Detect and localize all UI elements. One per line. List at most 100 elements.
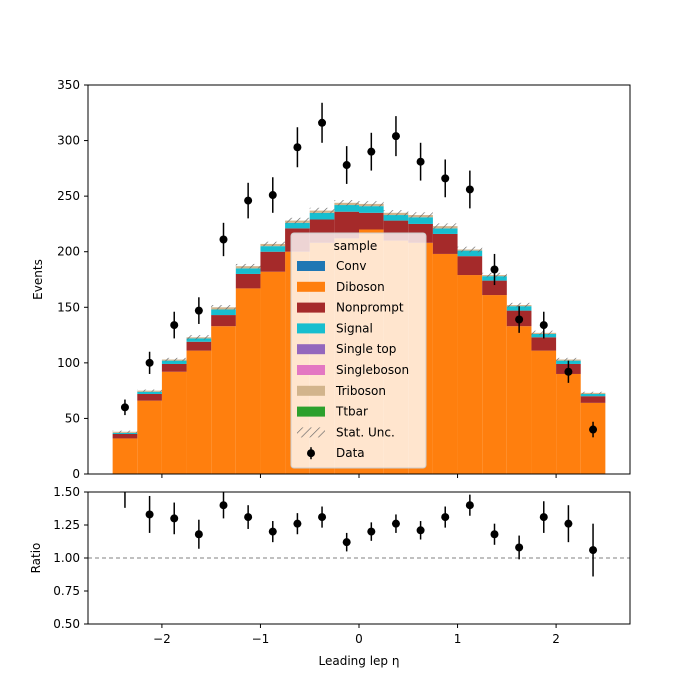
bar-nonprompt: [211, 315, 236, 327]
legend-label: Conv: [336, 259, 366, 273]
ratio-point: [589, 546, 598, 555]
bar-diboson: [137, 400, 162, 474]
data-point: [564, 367, 573, 376]
y-tick-label: 300: [57, 134, 80, 148]
stat-unc-band: [556, 357, 581, 362]
stat-unc-band: [112, 430, 138, 433]
data-point: [170, 321, 179, 330]
bar-signal: [161, 360, 187, 364]
legend-swatch: [297, 323, 325, 334]
bar-diboson: [211, 326, 236, 474]
ratio-point: [416, 526, 425, 535]
data-point: [391, 132, 400, 141]
legend-title: sample: [334, 239, 378, 253]
y-tick-label: 150: [57, 300, 80, 314]
x-tick-label: 1: [454, 632, 462, 646]
ratio-point: [465, 501, 474, 510]
x-tick-label: −2: [153, 632, 171, 646]
bar-nonprompt: [359, 212, 384, 230]
bar-signal: [309, 212, 335, 220]
data-point: [293, 143, 302, 152]
stat-unc-band: [383, 210, 409, 216]
stat-unc-band: [408, 212, 433, 218]
stat-unc-band: [161, 357, 187, 362]
legend-swatch: [297, 302, 325, 313]
bar-signal: [580, 393, 606, 397]
stat-unc-band: [359, 201, 384, 207]
ratio-point: [539, 513, 548, 522]
bar-signal: [408, 217, 433, 224]
data-point: [490, 265, 499, 274]
bar-nonprompt: [161, 363, 187, 372]
data-point: [145, 358, 154, 367]
ratio-y-axis-label: Ratio: [29, 543, 43, 574]
stat-unc-band: [186, 335, 212, 340]
ratio-y-tick-label: 1.50: [53, 485, 80, 499]
bar-signal: [211, 309, 236, 316]
stat-unc-band: [334, 200, 359, 206]
bar-diboson: [457, 275, 483, 474]
bar-diboson: [186, 350, 212, 474]
legend-label: Stat. Unc.: [336, 425, 395, 439]
bar-nonprompt: [531, 337, 557, 351]
bar-signal: [112, 432, 138, 434]
bar-nonprompt: [482, 280, 507, 296]
ratio-point: [268, 527, 277, 536]
legend-swatch: [297, 281, 325, 292]
stat-unc-band: [235, 263, 261, 269]
ratio-panel: 0.50 0.75 1.00 1.25 1.50 −2 −1 0 1 2 Ratio Leading …: [29, 481, 631, 668]
bar-nonprompt: [580, 396, 606, 403]
legend-label: Triboson: [335, 384, 386, 398]
legend-label: Signal: [336, 321, 373, 335]
data-point: [194, 306, 203, 315]
ratio-point: [121, 481, 129, 489]
legend-data-marker: [307, 449, 315, 458]
legend-label: Nonprompt: [336, 301, 404, 315]
legend-label: Diboson: [336, 280, 385, 294]
ratio-point: [293, 519, 302, 528]
data-points: [120, 102, 598, 438]
ratio-point: [391, 519, 400, 528]
legend-label: Singleboson: [336, 363, 409, 377]
stat-unc-band: [211, 305, 236, 310]
legend-swatch: [297, 344, 325, 355]
ratio-point: [441, 513, 450, 522]
ratio-y-tick-label: 0.75: [53, 584, 80, 598]
data-point: [441, 174, 450, 183]
ratio-point: [318, 513, 327, 522]
data-point: [342, 161, 351, 170]
bar-nonprompt: [432, 233, 458, 254]
bar-signal: [285, 222, 310, 229]
bar-nonprompt: [235, 273, 261, 289]
bar-diboson: [161, 371, 187, 474]
bar-signal: [260, 246, 286, 252]
data-point: [515, 315, 524, 324]
bar-diboson: [531, 350, 557, 474]
ratio-point: [490, 530, 499, 539]
legend-swatch-stat-unc: [297, 427, 325, 438]
bar-diboson: [432, 253, 458, 474]
bar-nonprompt: [457, 256, 483, 276]
data-point: [120, 403, 129, 412]
stat-unc-band: [432, 223, 458, 229]
bar-signal: [137, 391, 162, 394]
ratio-point: [145, 510, 154, 519]
ratio-y-tick-label: 1.00: [53, 551, 80, 565]
data-point: [589, 425, 598, 434]
y-tick-label: 200: [57, 245, 80, 259]
x-tick-label: 0: [355, 632, 363, 646]
legend-label: Data: [336, 446, 365, 460]
data-point: [219, 235, 228, 244]
data-point: [268, 191, 277, 200]
bar-diboson: [260, 271, 286, 474]
ratio-point: [515, 543, 524, 552]
y-tick-label: 0: [72, 467, 80, 481]
stat-unc-band: [285, 217, 310, 224]
legend-swatch: [297, 365, 325, 375]
bar-signal: [186, 338, 212, 342]
ratio-point: [194, 530, 203, 539]
ratio-y-tick-label: 1.25: [53, 518, 80, 532]
stat-unc-band: [457, 246, 483, 253]
